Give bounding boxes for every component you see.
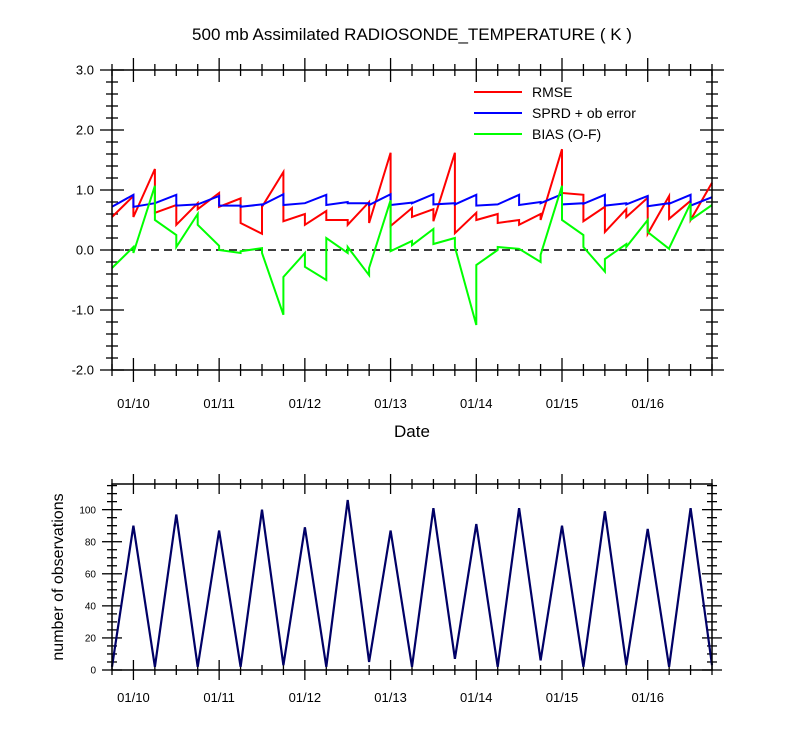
x-tick-label: 01/11	[203, 396, 235, 411]
bottom-chart-panel: number of observations 01/10 01/11 01/12 01…	[50, 474, 722, 705]
x-tick-label: 01/11	[203, 690, 235, 705]
legend-label: SPRD + ob error	[532, 105, 636, 121]
y-tick-label: 40	[85, 601, 97, 612]
y-tick-label: 60	[85, 569, 97, 580]
x-tick-label: 01/10	[117, 690, 150, 705]
x-tick-label: 01/15	[546, 690, 579, 705]
legend-label: BIAS (O-F)	[532, 126, 601, 142]
y-tick-label: 2.0	[76, 123, 94, 138]
x-tick-label: 01/14	[460, 690, 493, 705]
legend-label: RMSE	[532, 84, 572, 100]
y-tick-label: 100	[79, 505, 96, 516]
x-tick-label: 01/12	[289, 690, 322, 705]
x-tick-label: 01/14	[460, 396, 493, 411]
series-line	[111, 192, 713, 208]
x-tick-label: 01/12	[289, 396, 322, 411]
top-axis-ticks	[100, 58, 724, 382]
y-tick-label: -1.0	[72, 303, 94, 318]
bottom-plot-frame	[111, 483, 713, 671]
series-line	[111, 185, 713, 326]
y-axis-label: number of observations	[50, 493, 67, 660]
bottom-tick-labels: 01/10 01/11 01/12 01/13 01/14 01/15 01/16 0 20 40…	[79, 505, 664, 705]
x-tick-label: 01/16	[631, 690, 664, 705]
top-plot-frame	[111, 69, 713, 371]
x-tick-label: 01/13	[374, 690, 407, 705]
top-tick-labels: 01/10 01/11 01/12 01/13 01/14 01/15 01/16 -2.0 -…	[72, 63, 664, 411]
top-series-lines	[111, 148, 713, 326]
series-line	[110, 499, 714, 667]
y-tick-label: 80	[85, 537, 97, 548]
x-tick-label: 01/10	[117, 396, 150, 411]
legend: RMSE SPRD + ob error BIAS (O-F)	[474, 84, 636, 142]
x-tick-label: 01/15	[546, 396, 579, 411]
y-tick-label: 1.0	[76, 183, 94, 198]
x-axis-label: Date	[394, 422, 430, 441]
y-tick-label: -2.0	[72, 363, 94, 378]
series-line	[111, 148, 713, 238]
top-chart-panel: 500 mb Assimilated RADIOSONDE_TEMPERATUR…	[72, 25, 724, 441]
y-tick-label: 20	[85, 634, 97, 645]
y-tick-label: 0	[90, 666, 96, 677]
y-tick-label: 0.0	[76, 243, 94, 258]
x-tick-label: 01/16	[631, 396, 664, 411]
y-tick-label: 3.0	[76, 63, 94, 78]
bottom-series-lines	[110, 499, 714, 667]
chart-title: 500 mb Assimilated RADIOSONDE_TEMPERATUR…	[192, 25, 632, 44]
x-tick-label: 01/13	[374, 396, 407, 411]
